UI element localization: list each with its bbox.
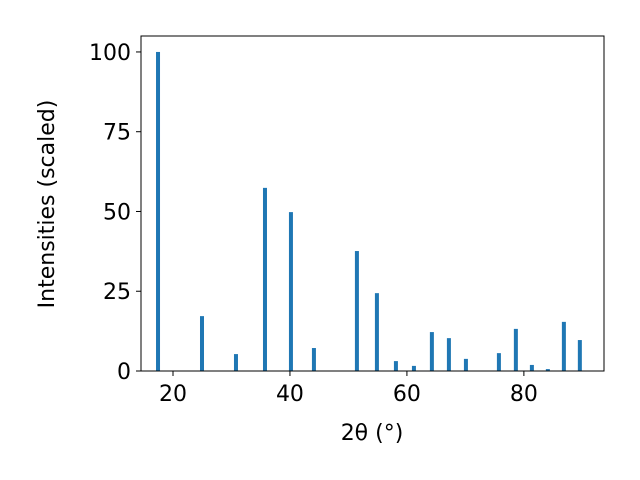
bar [374,293,379,371]
bar [429,332,434,371]
bar [393,361,398,371]
bar [262,187,267,371]
bar [411,365,416,371]
y-axis-label: Intensities (scaled) [35,100,60,309]
x-tick-label: 40 [276,382,304,407]
plot-frame [140,35,605,372]
bar [463,358,468,371]
bar [496,353,501,371]
bar [577,340,582,371]
x-axis-label: 2θ (°) [341,421,404,446]
bar [354,251,359,371]
x-tick-label: 80 [510,382,538,407]
y-tick-label: 50 [103,200,131,225]
bar [156,51,161,371]
x-tick-label: 20 [159,382,187,407]
bar [233,354,238,371]
bar [311,348,316,371]
bar [513,328,518,371]
bar [561,321,566,371]
y-tick-label: 0 [117,360,131,385]
x-tick-label: 60 [393,382,421,407]
y-tick-label: 75 [103,121,131,146]
bar [288,212,293,371]
bar [199,316,204,371]
y-tick-label: 100 [89,41,131,66]
bar [529,364,534,371]
bar [446,338,451,371]
y-tick-label: 25 [103,280,131,305]
bar [545,369,550,371]
